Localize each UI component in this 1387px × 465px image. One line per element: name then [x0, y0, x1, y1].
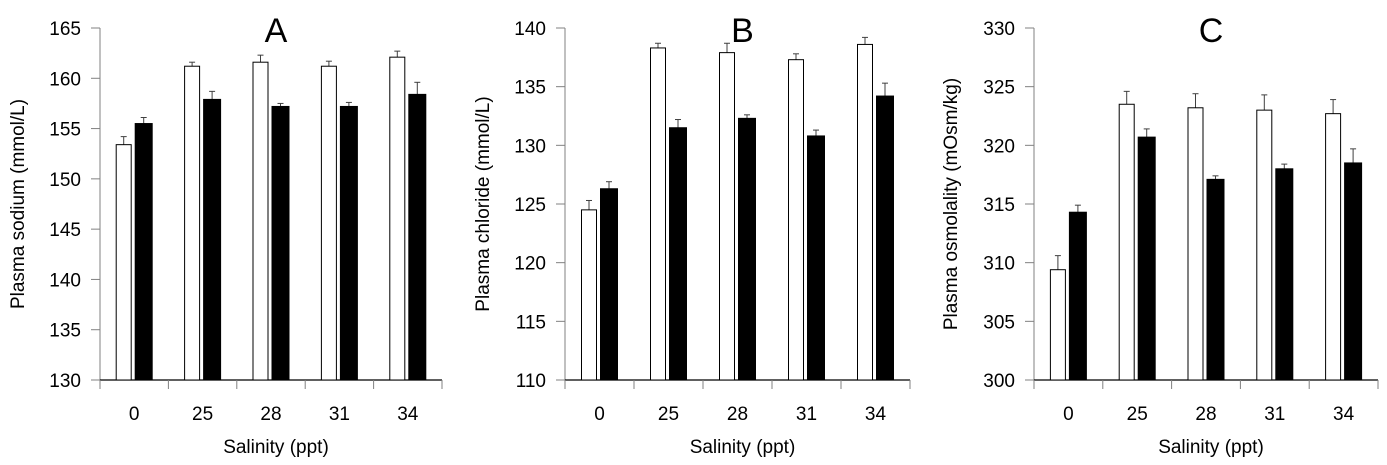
- y-tick-label: 300: [983, 371, 1015, 392]
- panel-b: 110 115 120 125 130 135 140 0 25 28 31 34 Salinity (…: [473, 12, 911, 458]
- y-tick-label: 130: [514, 136, 546, 157]
- bar: [389, 56, 406, 381]
- y-tick-label: 320: [983, 136, 1015, 157]
- y-axis-label: Plasma chloride (mmol/L): [473, 96, 494, 311]
- y-tick-label: 150: [49, 170, 81, 191]
- x-axis-label: Salinity (ppt): [223, 437, 329, 458]
- x-tick-label: 31: [329, 404, 350, 425]
- y-tick-label: 315: [983, 195, 1015, 216]
- bar: [1325, 113, 1342, 381]
- x-tick-label: 0: [594, 404, 605, 425]
- bar: [738, 117, 756, 381]
- x-tick-label: 34: [397, 404, 419, 425]
- y-axis-label: Plasma sodium (mmol/L): [8, 99, 29, 309]
- bar: [600, 188, 618, 381]
- x-tick-label: 25: [1127, 404, 1148, 425]
- y-tick-label: 165: [49, 19, 81, 40]
- y-tick-label: 140: [514, 19, 546, 40]
- x-tick-label: 0: [1063, 404, 1074, 425]
- x-tick-label: 0: [129, 404, 140, 425]
- bar: [788, 59, 804, 381]
- x-tick-label: 25: [192, 404, 213, 425]
- bar: [271, 105, 290, 381]
- y-tick-label: 135: [49, 321, 81, 342]
- bar: [650, 47, 666, 381]
- y-tick-label: 305: [983, 312, 1015, 333]
- x-tick-label: 28: [727, 404, 748, 425]
- bar: [719, 52, 735, 381]
- bar: [203, 98, 222, 381]
- x-tick-label: 25: [658, 404, 679, 425]
- x-tick-label: 28: [260, 404, 281, 425]
- bar: [184, 65, 201, 381]
- y-axis-label: Plasma osmolality (mOsm/kg): [941, 78, 962, 330]
- bar: [1118, 103, 1135, 381]
- bar: [669, 127, 687, 381]
- bar: [252, 61, 269, 381]
- bar: [339, 105, 358, 381]
- bar: [876, 95, 894, 381]
- bar: [320, 65, 337, 381]
- panel-title: B: [731, 12, 754, 50]
- x-axis-label: Salinity (ppt): [1158, 437, 1264, 458]
- y-tick-label: 325: [983, 78, 1015, 99]
- x-tick-label: 34: [1333, 404, 1355, 425]
- panel-title: A: [265, 12, 288, 50]
- bar: [1068, 211, 1087, 381]
- y-tick-label: 155: [49, 120, 81, 141]
- bar: [115, 144, 132, 381]
- y-tick-label: 310: [983, 254, 1015, 275]
- y-tick-label: 160: [49, 69, 81, 90]
- bar: [1344, 162, 1363, 381]
- bar: [807, 135, 825, 381]
- x-tick-label: 31: [1264, 404, 1285, 425]
- y-tick-label: 135: [514, 78, 546, 99]
- bar: [134, 123, 153, 381]
- panel-a: 130 135 140 145 150 155 160 165 0 25 28 31 34 Salinit…: [8, 12, 443, 458]
- bar: [1187, 107, 1204, 381]
- panel-title: C: [1199, 12, 1224, 50]
- bar: [1275, 168, 1294, 381]
- bar: [1137, 136, 1156, 381]
- y-tick-label: 140: [49, 270, 81, 291]
- x-tick-label: 34: [865, 404, 887, 425]
- y-tick-label: 120: [514, 254, 546, 275]
- x-tick-label: 31: [796, 404, 817, 425]
- y-tick-label: 115: [516, 312, 546, 333]
- y-tick-label: 145: [49, 220, 81, 241]
- y-tick-label: 125: [514, 195, 546, 216]
- bar: [1206, 178, 1225, 381]
- bar: [408, 93, 427, 381]
- y-tick-label: 130: [49, 371, 81, 392]
- bar: [1256, 109, 1273, 381]
- bar: [857, 43, 873, 381]
- y-tick-label: 110: [516, 371, 546, 392]
- x-axis-label: Salinity (ppt): [690, 437, 796, 458]
- y-tick-label: 330: [983, 19, 1015, 40]
- panel-c: 300 305 310 315 320 325 330 0 25 28 31 34 Salinity (…: [941, 12, 1379, 458]
- bar: [581, 209, 597, 381]
- bar: [1049, 269, 1066, 381]
- x-tick-label: 28: [1195, 404, 1216, 425]
